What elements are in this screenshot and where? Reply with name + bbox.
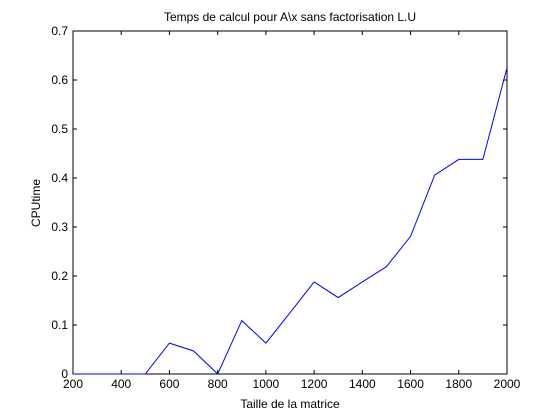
series-line-0 bbox=[73, 67, 508, 375]
x-tick-label: 600 bbox=[159, 377, 179, 391]
y-tick-label: 0.5 bbox=[51, 122, 68, 136]
y-axis-label: CPUtime bbox=[29, 179, 43, 227]
chart-title: Temps de calcul pour A\x sans factorisat… bbox=[164, 10, 416, 24]
x-tick-label: 2000 bbox=[494, 377, 521, 391]
x-tick-label: 800 bbox=[208, 377, 228, 391]
axes-box bbox=[72, 30, 508, 375]
y-tick-label: 0.1 bbox=[51, 318, 68, 332]
x-tick-label: 200 bbox=[63, 377, 83, 391]
x-tick-label: 1000 bbox=[253, 377, 280, 391]
y-tick-label: 0 bbox=[61, 367, 68, 381]
y-tick-label: 0.2 bbox=[51, 269, 68, 283]
x-tick-label: 1600 bbox=[397, 377, 424, 391]
y-tick-label: 0.4 bbox=[51, 171, 68, 185]
plot-area: 200 400 600 800 1000 1200 1400 1600 1800 2000 0 0.1… bbox=[51, 24, 520, 391]
x-tick-label: 1200 bbox=[301, 377, 328, 391]
x-tick-label: 1400 bbox=[349, 377, 376, 391]
y-tick-label: 0.3 bbox=[51, 220, 68, 234]
x-axis-label: Taille de la matrice bbox=[240, 397, 340, 411]
y-tick-label: 0.6 bbox=[51, 73, 68, 87]
x-tick-label: 1800 bbox=[445, 377, 472, 391]
x-tick-label: 400 bbox=[111, 377, 131, 391]
y-tick-label: 0.7 bbox=[51, 24, 68, 38]
